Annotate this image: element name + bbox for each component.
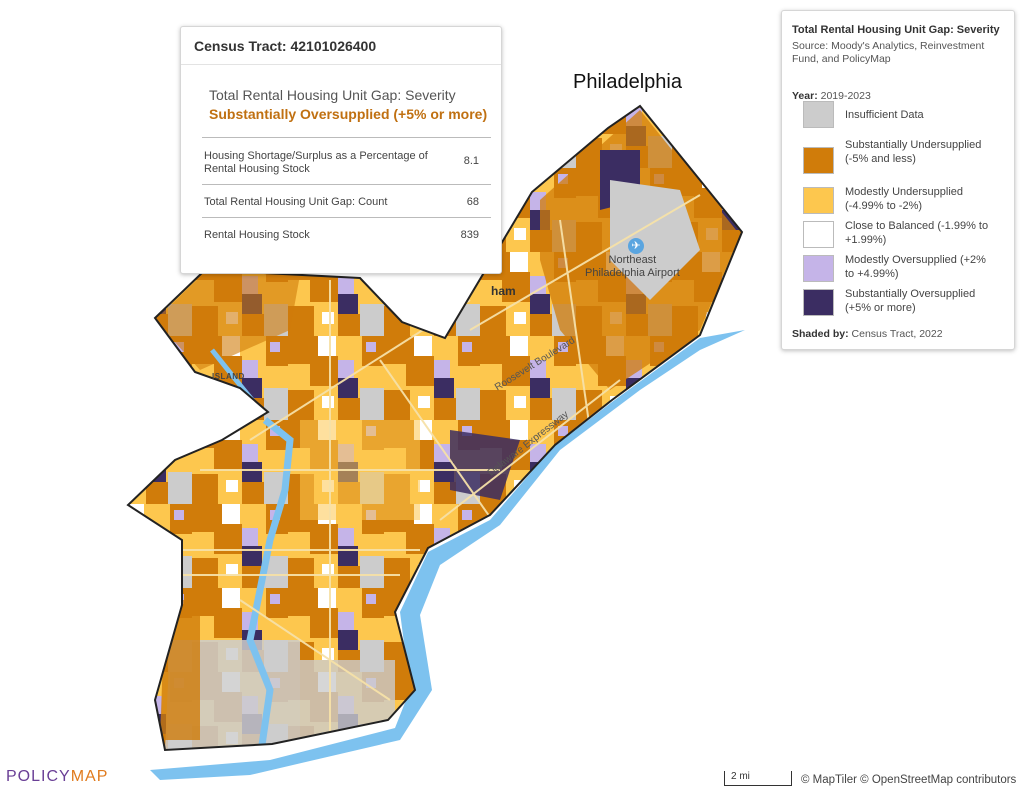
logo-part1: POLICY	[6, 768, 71, 785]
legend-year-value: 2019-2023	[820, 90, 871, 102]
policymap-logo[interactable]: POLICYMAP	[6, 768, 108, 786]
popup-row: Total Rental Housing Unit Gap: Count 68	[202, 185, 491, 218]
popup-title: Census Tract: 42101026400	[181, 27, 501, 65]
legend-label: Modestly Oversupplied (+2% to +4.99%)	[845, 254, 986, 280]
island-label: ISLAND	[212, 372, 245, 381]
legend-swatch	[803, 147, 834, 174]
legend-label: Substantially Oversupplied (+5% or more)	[845, 288, 976, 314]
popup-measure: Total Rental Housing Unit Gap: Severity	[209, 87, 456, 103]
legend-swatch	[803, 289, 834, 316]
legend-shaded-by: Shaded by: Census Tract, 2022	[792, 328, 943, 340]
legend-swatch	[803, 101, 834, 128]
popup-row-label: Rental Housing Stock	[204, 229, 310, 241]
map-attribution[interactable]: © MapTiler © OpenStreetMap contributors	[801, 774, 1017, 786]
scale-label: 2 mi	[731, 771, 750, 782]
popup-row-label: Housing Shortage/Surplus as a Percentage…	[204, 150, 428, 175]
airport-icon: ✈	[628, 238, 644, 254]
popup-row-label: Total Rental Housing Unit Gap: Count	[204, 196, 388, 208]
place-label-partial: ham	[491, 284, 516, 298]
city-label: Philadelphia	[573, 71, 682, 93]
popup-value: Substantially Oversupplied (+5% or more)	[209, 106, 488, 122]
legend-source: Source: Moody's Analytics, Reinvestment …	[792, 40, 985, 65]
logo-part2: MAP	[70, 768, 109, 785]
popup-row-value: 8.1	[463, 155, 479, 167]
popup-row-value: 839	[460, 229, 479, 241]
legend-label: Modestly Undersupplied (-4.99% to -2%)	[845, 186, 964, 212]
popup-row-value: 68	[466, 196, 479, 208]
popup-row: Rental Housing Stock 839	[202, 218, 491, 253]
delaware-river	[150, 330, 745, 780]
airport-label-line2: Philadelphia Airport	[585, 267, 680, 279]
legend-swatch	[803, 187, 834, 214]
legend-title: Total Rental Housing Unit Gap: Severity	[792, 24, 1000, 36]
map-legend: Total Rental Housing Unit Gap: Severity …	[781, 10, 1015, 350]
legend-year-label: Year:	[792, 90, 818, 102]
legend-year: Year: 2019-2023	[792, 90, 871, 102]
legend-shaded-label: Shaded by:	[792, 328, 849, 340]
legend-label: Substantially Undersupplied (-5% and les…	[845, 139, 982, 165]
airport-label-line1: Northeast	[608, 254, 657, 266]
legend-label: Close to Balanced (-1.99% to +1.99%)	[845, 220, 989, 246]
tract-popup[interactable]: Census Tract: 42101026400 Total Rental H…	[180, 26, 502, 274]
legend-shaded-value: Census Tract, 2022	[851, 328, 943, 340]
scale-bar: 2 mi	[724, 771, 792, 786]
popup-table: Housing Shortage/Surplus as a Percentage…	[202, 137, 491, 253]
popup-row: Housing Shortage/Surplus as a Percentage…	[202, 138, 491, 185]
airport-label: Northeast Philadelphia Airport	[585, 254, 680, 280]
legend-label: Insufficient Data	[845, 109, 924, 121]
legend-swatch	[803, 221, 834, 248]
city-boundary	[126, 104, 744, 752]
legend-swatch	[803, 255, 834, 282]
